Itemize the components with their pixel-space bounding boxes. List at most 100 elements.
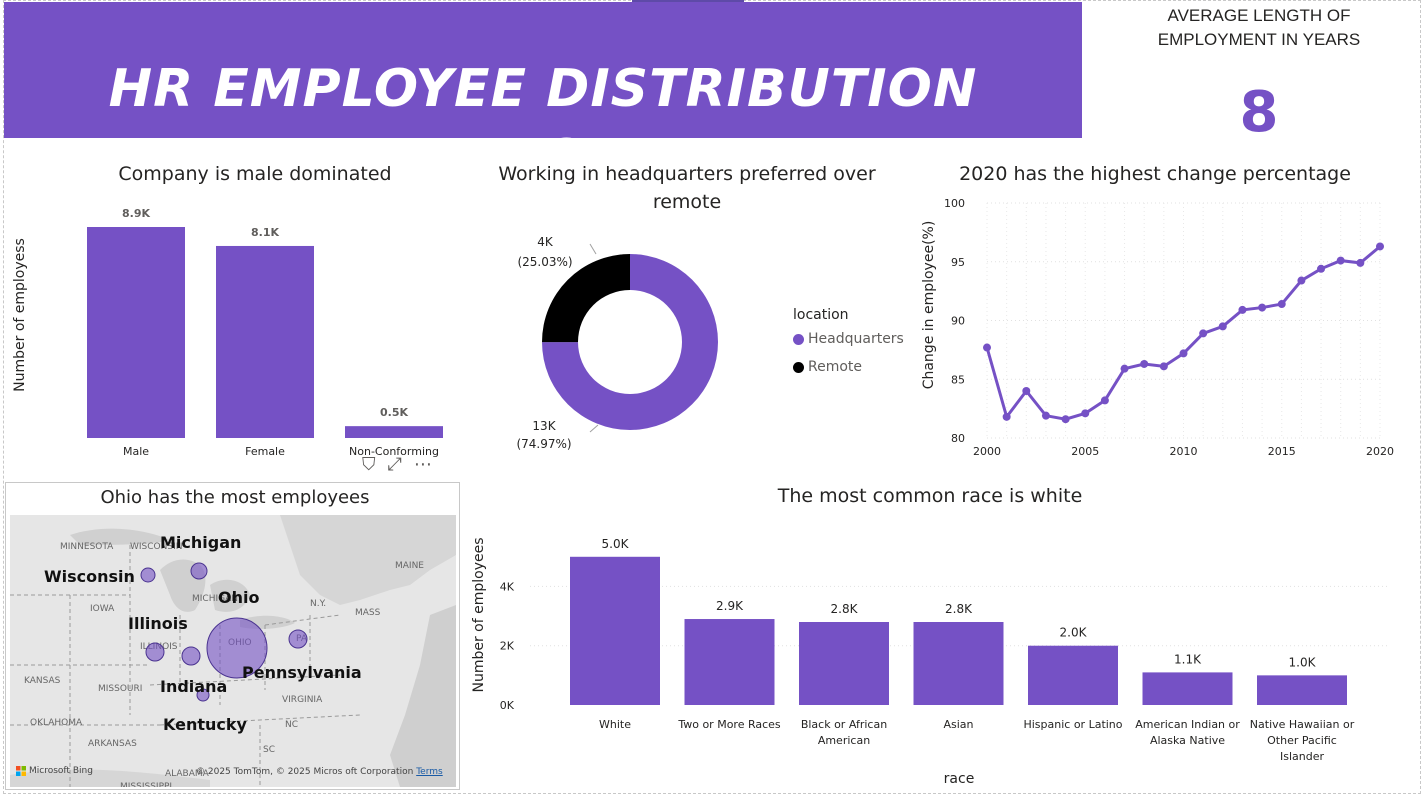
race-bar-2[interactable] (799, 622, 889, 705)
map-base-label-1: WISCONSIN (130, 542, 182, 552)
gender-category-label-1: Female (245, 445, 285, 458)
state-borders (10, 545, 361, 787)
race-category-label-2: Black or African American (801, 718, 887, 747)
change-point-2020[interactable] (1376, 242, 1384, 251)
race-bar-chart: Number of employees 0K 2K 4K 5.0K White 2.9K… (471, 537, 1390, 787)
change-y-tick-0: 80 (951, 432, 965, 445)
map-base-label-7: N.Y. (310, 599, 326, 609)
change-point-2016[interactable] (1297, 276, 1306, 285)
change-point-2014[interactable] (1258, 303, 1267, 312)
change-point-2001[interactable] (1002, 412, 1011, 421)
map-title: Ohio has the most employees (100, 487, 370, 508)
map-state-label-indiana: Indiana (160, 677, 227, 696)
change-point-2011[interactable] (1199, 329, 1208, 338)
race-bar-0[interactable] (570, 556, 660, 705)
gender-bar-0[interactable] (87, 227, 185, 438)
change-x-tick-0: 2000 (973, 445, 1001, 458)
map-bubble-michigan[interactable] (190, 562, 208, 580)
map-base-label-11: MISSOURI (98, 684, 142, 694)
change-point-2000[interactable] (983, 343, 991, 352)
race-category-label-0: White (599, 718, 631, 731)
change-point-2015[interactable] (1277, 300, 1286, 309)
change-point-2013[interactable] (1238, 305, 1247, 314)
change-chart-title: 2020 has the highest change percentage (959, 163, 1351, 185)
legend-item-headquarters[interactable]: Headquarters (793, 331, 904, 347)
map-base-label-16: SC (263, 745, 275, 755)
map-bubble-indiana[interactable] (181, 646, 201, 666)
gender-value-label-1: 8.1K (251, 226, 279, 239)
filter-icon[interactable]: ⛉ (362, 454, 376, 475)
gender-bar-1[interactable] (216, 245, 314, 438)
race-bar-5[interactable] (1142, 672, 1233, 705)
change-point-2007[interactable] (1120, 364, 1129, 373)
map-bubble-pennsylvania[interactable] (288, 629, 308, 649)
donut-percent-label-1: (25.03%) (517, 255, 572, 269)
race-value-label-3: 2.8K (945, 602, 973, 616)
gender-bar-2[interactable] (345, 426, 443, 438)
race-category-label-5: American Indian or Alaska Native (1135, 718, 1240, 747)
change-point-2002[interactable] (1022, 387, 1031, 395)
focus-mode-icon[interactable]: ⤢ (387, 454, 402, 475)
kpi-label-line1: AVERAGE LENGTH OF (1167, 6, 1351, 25)
change-point-2008[interactable] (1140, 359, 1149, 368)
map-canvas[interactable]: MINNESOTAWISCONSINMICHIGANIOWAILLINOISOH… (10, 515, 456, 787)
race-category-label-3: Asian (943, 718, 973, 731)
race-value-label-2: 2.8K (831, 602, 859, 616)
copyright-text: © 2025 TomTom, © 2025 Micros oft Corpora… (196, 767, 414, 777)
race-value-label-6: 1.0K (1289, 655, 1317, 669)
more-options-icon[interactable]: ⋯ (413, 454, 432, 475)
race-value-label-0: 5.0K (602, 537, 630, 551)
gender-value-label-2: 0.5K (380, 406, 408, 419)
map-base-label-3: IOWA (90, 604, 115, 614)
bing-label: Microsoft Bing (29, 766, 93, 776)
change-y-tick-2: 90 (951, 315, 965, 328)
change-point-2006[interactable] (1100, 396, 1109, 405)
map-bubble-wisconsin[interactable] (140, 567, 156, 583)
map-base-label-17: ALABAMA (165, 769, 210, 779)
map-base-label-2: MICHIGAN (192, 594, 238, 604)
donut-count-label-0: 13K (532, 419, 556, 433)
race-bar-1[interactable] (684, 619, 775, 705)
terms-link[interactable]: Terms (416, 767, 443, 777)
map-base-label-10: KANSAS (24, 676, 61, 686)
map-base-label-0: MINNESOTA (60, 542, 114, 552)
change-point-2019[interactable] (1356, 258, 1365, 267)
race-bar-3[interactable] (913, 622, 1004, 705)
legend-label-headquarters: Headquarters (808, 331, 904, 347)
map-state-label-illinois: Illinois (128, 614, 188, 633)
map-state-label-pennsylvania: Pennsylvania (242, 663, 362, 682)
legend-dot-remote (793, 361, 804, 373)
race-bar-6[interactable] (1257, 675, 1347, 705)
donut-count-label-1: 4K (537, 235, 554, 249)
map-base-label-14: ARKANSAS (88, 739, 137, 749)
map-bubble-kentucky[interactable] (196, 688, 210, 702)
legend-item-remote[interactable]: Remote (793, 359, 862, 375)
gender-bar-chart: Number of employess 8.9K Male 8.1K Female 0.… (12, 207, 443, 458)
map-copyright: © 2025 TomTom, © 2025 Micros oft Corpora… (196, 767, 443, 777)
change-point-2009[interactable] (1159, 362, 1168, 371)
donut-slice-headquarters[interactable] (542, 254, 718, 430)
map-state-label-wisconsin: Wisconsin (44, 567, 135, 586)
header-banner: HR EMPLOYEE DISTRIBUTION REPORT (4, 2, 1082, 189)
change-point-2010[interactable] (1179, 349, 1188, 358)
change-y-axis-label: Change in employee(%) (921, 221, 937, 390)
donut-slice-remote[interactable] (542, 254, 630, 343)
map-bubble-ohio[interactable] (206, 617, 268, 679)
gender-category-label-2: Non-Conforming (349, 445, 439, 458)
race-y-tick-1: 2K (500, 640, 515, 653)
map-bubble-illinois[interactable] (145, 642, 165, 662)
map-state-label-ohio: Ohio (218, 588, 259, 607)
race-value-label-1: 2.9K (716, 599, 744, 613)
lake-huron (210, 579, 250, 612)
gender-y-axis-label: Number of employess (12, 238, 28, 392)
change-point-2018[interactable] (1336, 256, 1345, 265)
change-point-2004[interactable] (1061, 415, 1070, 424)
change-point-2003[interactable] (1041, 411, 1050, 420)
change-point-2017[interactable] (1317, 264, 1326, 273)
change-point-2012[interactable] (1218, 322, 1227, 331)
change-point-2005[interactable] (1081, 409, 1090, 418)
map-base-label-8: MAINE (395, 561, 424, 571)
change-y-tick-1: 85 (951, 373, 965, 386)
race-bar-4[interactable] (1028, 645, 1118, 705)
kpi-label-line2: EMPLOYMENT IN YEARS (1157, 30, 1361, 49)
